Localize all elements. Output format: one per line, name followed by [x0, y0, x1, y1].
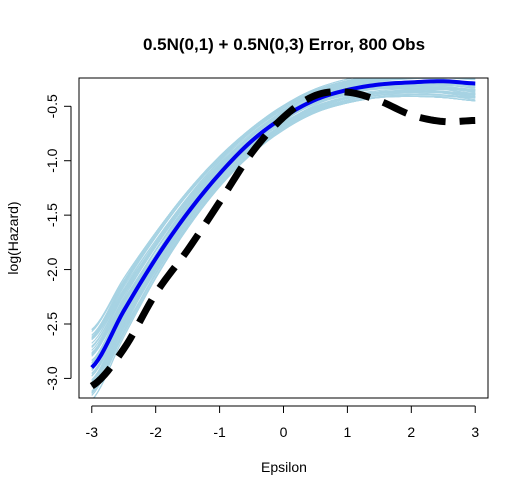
bootstrap-curve [91, 90, 476, 381]
plot-area [89, 78, 476, 398]
chart-title: 0.5N(0,1) + 0.5N(0,3) Error, 800 Obs [143, 35, 425, 54]
y-tick-label: -2.5 [44, 312, 60, 336]
x-axis-label: Epsilon [261, 459, 307, 475]
x-tick-label: -2 [149, 424, 162, 440]
bootstrap-curve [91, 90, 476, 381]
y-tick-label: -3.0 [44, 366, 60, 390]
bootstrap-curve [91, 88, 476, 392]
y-tick-label: -0.5 [44, 94, 60, 118]
bootstrap-curve [91, 90, 476, 377]
x-axis: -3 -2 -1 0 1 2 3 [86, 405, 479, 440]
bootstrap-curve [91, 86, 476, 385]
plot-frame [78, 77, 489, 399]
bootstrap-curve [91, 91, 476, 387]
bootstrap-curve [91, 91, 476, 385]
bootstrap-curve [91, 78, 476, 330]
x-tick-label: 2 [407, 424, 415, 440]
bootstrap-curve [91, 95, 476, 387]
bootstrap-curve [91, 89, 476, 392]
bootstrap-curve [91, 78, 476, 336]
x-tick-label: 3 [471, 424, 479, 440]
bootstrap-curve [91, 91, 476, 370]
bootstrap-curve [91, 90, 476, 367]
true-hazard-line [89, 88, 476, 389]
x-tick-label: 0 [280, 424, 288, 440]
bootstrap-curve [91, 90, 476, 382]
x-tick-label: 1 [344, 424, 352, 440]
bootstrap-curve [91, 91, 476, 387]
bootstrap-curve [91, 96, 476, 383]
x-tick-label: -3 [86, 424, 99, 440]
bootstrap-curves [91, 78, 476, 398]
y-axis-label: log(Hazard) [5, 201, 21, 274]
bootstrap-curve [92, 94, 476, 398]
y-tick-label: -1.0 [44, 148, 60, 172]
y-tick-label: -1.5 [44, 203, 60, 227]
y-tick-label: -2.0 [44, 257, 60, 281]
x-tick-label: -1 [213, 424, 226, 440]
y-axis: -3.0 -2.5 -2.0 -1.5 -1.0 -0.5 [44, 94, 72, 390]
